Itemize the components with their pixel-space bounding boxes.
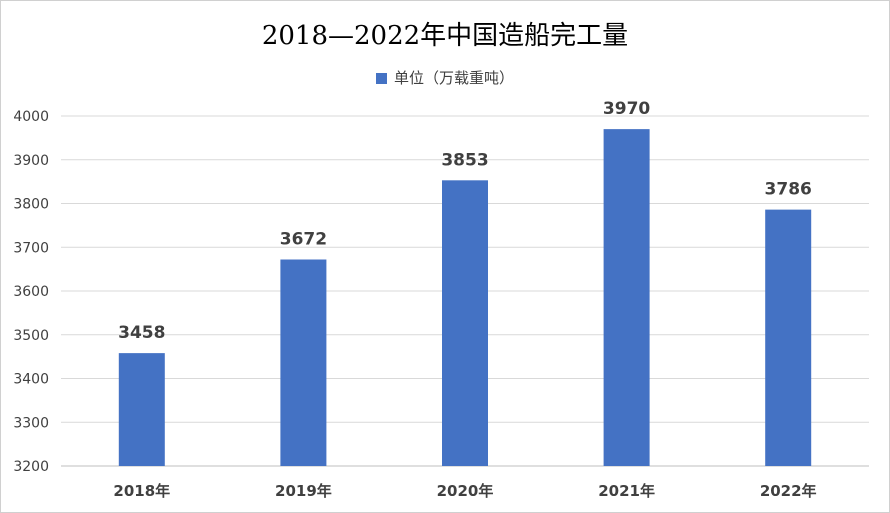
data-label: 3853 bbox=[441, 150, 488, 170]
legend: 单位（万载重吨） bbox=[1, 67, 889, 88]
bar bbox=[765, 209, 812, 466]
chart-title: 2018—2022年中国造船完工量 bbox=[261, 21, 629, 51]
y-tick-label: 3400 bbox=[13, 372, 49, 388]
y-tick-label: 3700 bbox=[13, 240, 49, 256]
data-label: 3786 bbox=[765, 180, 812, 200]
bar bbox=[442, 180, 488, 466]
y-tick-label: 3600 bbox=[13, 284, 49, 300]
data-label: 3458 bbox=[118, 323, 165, 343]
y-tick-label: 4000 bbox=[13, 109, 49, 125]
y-tick-label: 3900 bbox=[13, 153, 49, 169]
x-tick-label: 2022年 bbox=[760, 482, 817, 500]
x-tick-label: 2021年 bbox=[598, 482, 655, 500]
x-tick-label: 2019年 bbox=[275, 482, 332, 500]
y-tick-label: 3200 bbox=[13, 459, 49, 475]
x-tick-label: 2018年 bbox=[113, 482, 170, 500]
legend-label: 单位（万载重吨） bbox=[393, 69, 514, 87]
bar bbox=[280, 259, 327, 466]
y-tick-label: 3500 bbox=[13, 328, 49, 344]
data-label: 3970 bbox=[603, 99, 650, 119]
y-tick-label: 3300 bbox=[13, 415, 49, 431]
legend-swatch bbox=[375, 73, 387, 84]
y-tick-label: 3800 bbox=[13, 197, 49, 213]
bar bbox=[603, 129, 650, 466]
data-label: 3672 bbox=[280, 230, 327, 250]
x-tick-label: 2020年 bbox=[437, 482, 494, 500]
bar bbox=[118, 353, 165, 466]
